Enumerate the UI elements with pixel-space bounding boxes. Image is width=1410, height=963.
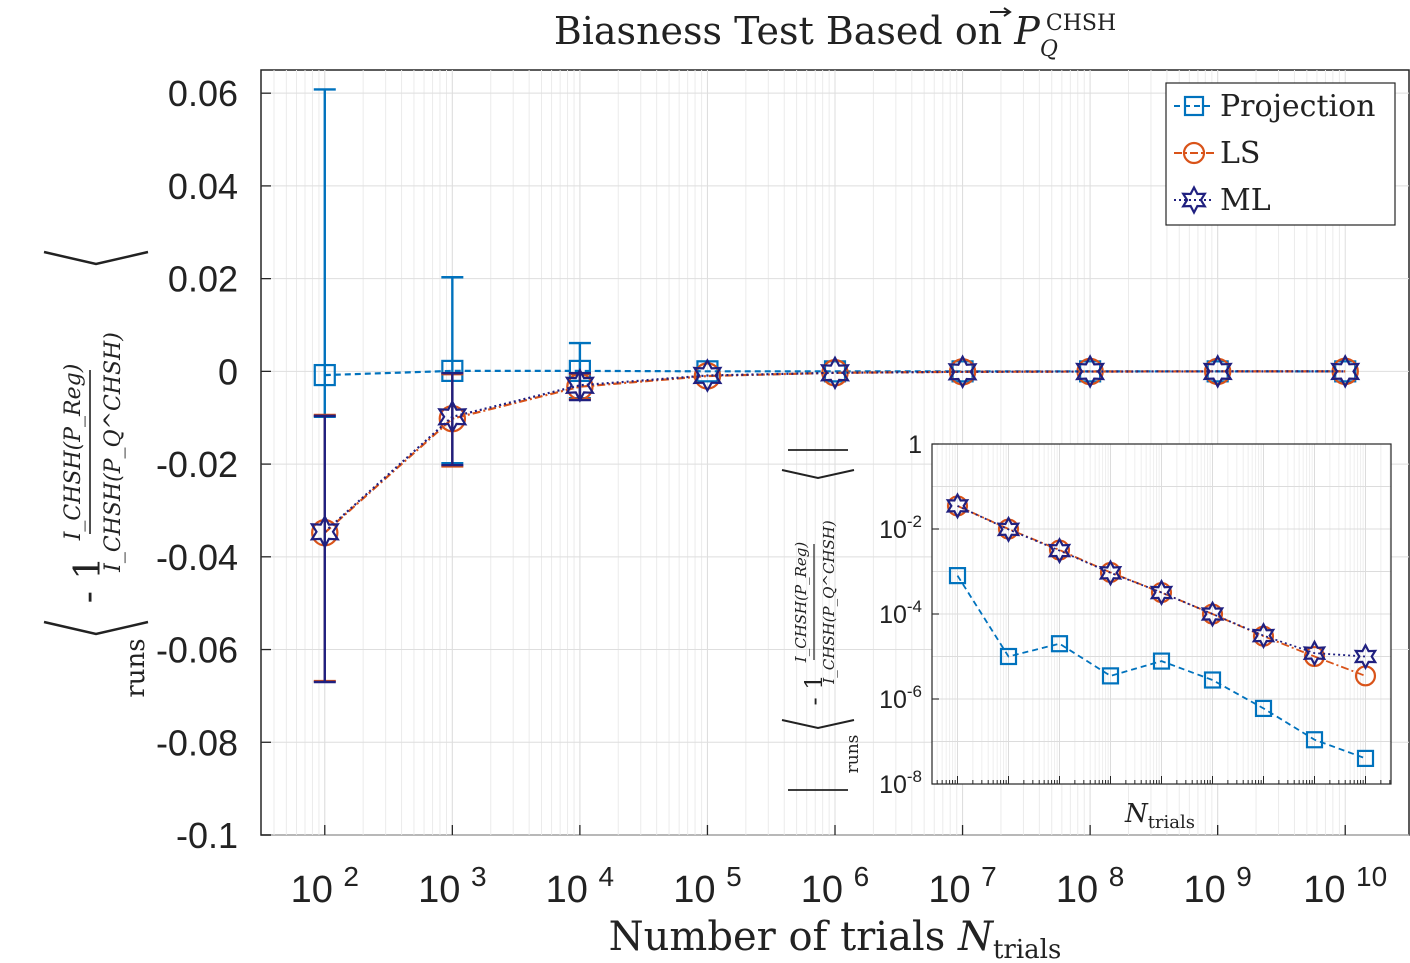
legend-star-shape — [1181, 185, 1207, 215]
inset-data-point — [999, 647, 1018, 666]
x-axis-label: Number of trials Ntrials — [609, 914, 1062, 963]
inset-data-point — [1254, 699, 1273, 718]
legend-entry-ml: ML — [1174, 183, 1271, 218]
y-axis-label: I_CHSH(P_Reg) I_CHSH(P_Q^CHSH) - 1 runs — [43, 250, 151, 698]
y-tick-label: 0.04 — [168, 166, 238, 207]
inset-y-tick-label: 10-2 — [879, 512, 922, 544]
legend-marker-hexagram — [1181, 185, 1207, 215]
inset-series-line — [957, 505, 1366, 658]
legend: Projection LS ML — [1165, 82, 1396, 226]
series-line — [324, 370, 1346, 533]
inset-y-tick-label: 10-8 — [879, 767, 922, 799]
main-series — [309, 88, 1361, 684]
series-ml — [309, 354, 1361, 684]
data-point — [1330, 354, 1361, 389]
inset-grid — [932, 443, 1391, 785]
y-tick-label: -0.04 — [156, 537, 238, 578]
legend-marker-square — [1183, 95, 1205, 117]
inset-y-label-numerator: I_CHSH(P_Reg) — [792, 542, 810, 664]
inset-x-axis-label: Ntrials — [1124, 799, 1195, 833]
inset-data-point — [945, 492, 970, 520]
inset-data-point — [1101, 667, 1120, 685]
legend-entry-projection: Projection — [1174, 89, 1375, 124]
x-tick-label: 10 5 — [673, 861, 741, 911]
inset-data-point — [948, 567, 967, 585]
data-point — [309, 514, 340, 550]
inset-data-point — [1050, 635, 1069, 653]
inset-data-point — [1200, 600, 1225, 628]
inset-data-point — [1098, 559, 1123, 587]
inset-data-point — [1353, 642, 1378, 671]
y-label-sub: runs — [121, 638, 151, 697]
data-point — [313, 363, 336, 387]
data-point — [1203, 357, 1232, 386]
y-tick-label: 0 — [218, 351, 238, 392]
series-line — [324, 370, 1346, 534]
y-label-denominator: I_CHSH(P_Q^CHSH) — [101, 332, 126, 573]
inset-y-tick-label: 10-6 — [879, 682, 922, 714]
inset-data-point — [1302, 639, 1327, 667]
inset-data-point — [1152, 652, 1171, 670]
data-point — [437, 399, 468, 435]
legend-label-ls: LS — [1220, 136, 1260, 171]
y-tick-label: -0.08 — [156, 722, 238, 763]
x-tick-label: 10 2 — [291, 861, 359, 911]
y-tick-label: -0.1 — [176, 815, 238, 856]
inset-data-point — [1305, 731, 1324, 749]
inset-series-projection — [948, 567, 1375, 768]
x-tick-label: 10 6 — [801, 861, 869, 911]
data-point — [819, 355, 851, 391]
data-point — [564, 367, 595, 403]
data-point — [1075, 354, 1106, 389]
y-label-numerator: I_CHSH(P_Reg) — [61, 364, 86, 542]
x-tick-label: 10 3 — [418, 861, 486, 911]
y-tick-label: 0.02 — [168, 259, 238, 300]
x-tick-label: 10 7 — [928, 861, 996, 911]
inset-y-label-sub: runs — [843, 735, 863, 774]
legend-marker-circle — [1182, 141, 1206, 165]
main-y-ticks: 0.06 0.04 0.02 0 -0.02 -0.04 -0.06 -0.08 -0.1 — [156, 73, 271, 856]
legend-entry-ls: LS — [1174, 136, 1260, 171]
inset-y-label-tail: - 1 — [800, 674, 828, 705]
inset-data-point — [1149, 578, 1174, 607]
y-tick-label: -0.06 — [156, 630, 238, 671]
x-tick-label: 10 4 — [546, 861, 614, 911]
data-point — [692, 358, 723, 393]
legend-label-projection: Projection — [1220, 89, 1375, 124]
inset-data-point — [1047, 537, 1072, 565]
inset-series-ml — [945, 492, 1378, 671]
inset-y-axis-label: I_CHSH(P_Reg) I_CHSH(P_Q^CHSH) - 1 runs — [781, 449, 863, 791]
y-label-tail: - 1 — [68, 557, 109, 604]
inset-data-point — [1356, 749, 1375, 768]
main-x-ticks: 10 2 10 3 10 4 10 5 10 6 10 7 10 8 10 9 10 10 — [291, 825, 1387, 911]
x-tick-label: 10 9 — [1183, 861, 1251, 911]
inset-data-point — [1203, 671, 1222, 689]
inset-series-line — [957, 505, 1366, 677]
inset-series — [945, 492, 1378, 768]
inset-data-point — [1251, 622, 1276, 650]
y-tick-label: -0.02 — [156, 444, 238, 485]
y-tick-label: 0.06 — [168, 73, 238, 114]
inset-series-line — [956, 575, 1366, 760]
legend-label-ml: ML — [1220, 183, 1271, 218]
inset-y-ticks: 1 10-2 10-4 10-6 10-8 — [879, 431, 939, 799]
inset-y-label-denominator: I_CHSH(P_Q^CHSH) — [820, 520, 838, 685]
data-point — [947, 354, 978, 390]
data-point — [1202, 354, 1233, 389]
x-tick-label: 10 8 — [1056, 861, 1124, 911]
inset-data-point — [996, 515, 1021, 543]
inset-y-tick-label: 1 — [908, 431, 922, 459]
title-vector-arrow — [990, 7, 1012, 17]
x-tick-label: 10 10 — [1303, 861, 1387, 911]
chart-title: Biasness Test Based on PQCHSH — [554, 9, 1116, 62]
inset-y-tick-label: 10-4 — [879, 597, 922, 629]
